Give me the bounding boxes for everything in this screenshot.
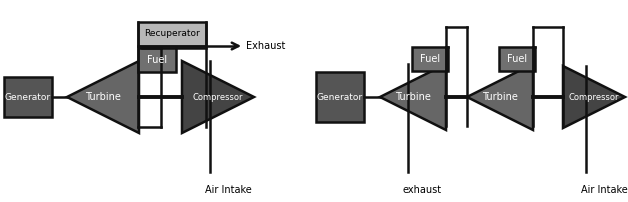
Text: Air Intake: Air Intake xyxy=(581,185,627,195)
Text: Exhaust: Exhaust xyxy=(246,41,286,51)
Text: exhaust: exhaust xyxy=(403,185,441,195)
Polygon shape xyxy=(467,64,533,130)
Polygon shape xyxy=(67,61,139,133)
Polygon shape xyxy=(563,66,625,128)
Text: Turbine: Turbine xyxy=(482,92,518,102)
Text: Compressor: Compressor xyxy=(569,93,619,101)
Bar xyxy=(499,47,535,71)
Text: Compressor: Compressor xyxy=(193,93,243,101)
Text: Turbine: Turbine xyxy=(395,92,431,102)
Text: Fuel: Fuel xyxy=(420,54,440,64)
Text: Generator: Generator xyxy=(5,93,51,101)
Text: Air Intake: Air Intake xyxy=(205,185,251,195)
Text: Recuperator: Recuperator xyxy=(144,29,200,39)
Text: Turbine: Turbine xyxy=(85,92,121,102)
Bar xyxy=(316,72,364,122)
Text: Fuel: Fuel xyxy=(147,55,167,65)
Bar xyxy=(138,22,206,46)
Text: Fuel: Fuel xyxy=(507,54,527,64)
Polygon shape xyxy=(182,61,254,133)
Text: Generator: Generator xyxy=(317,93,363,101)
Bar xyxy=(138,48,176,72)
Polygon shape xyxy=(380,64,446,130)
Bar xyxy=(4,77,52,117)
Bar xyxy=(412,47,448,71)
